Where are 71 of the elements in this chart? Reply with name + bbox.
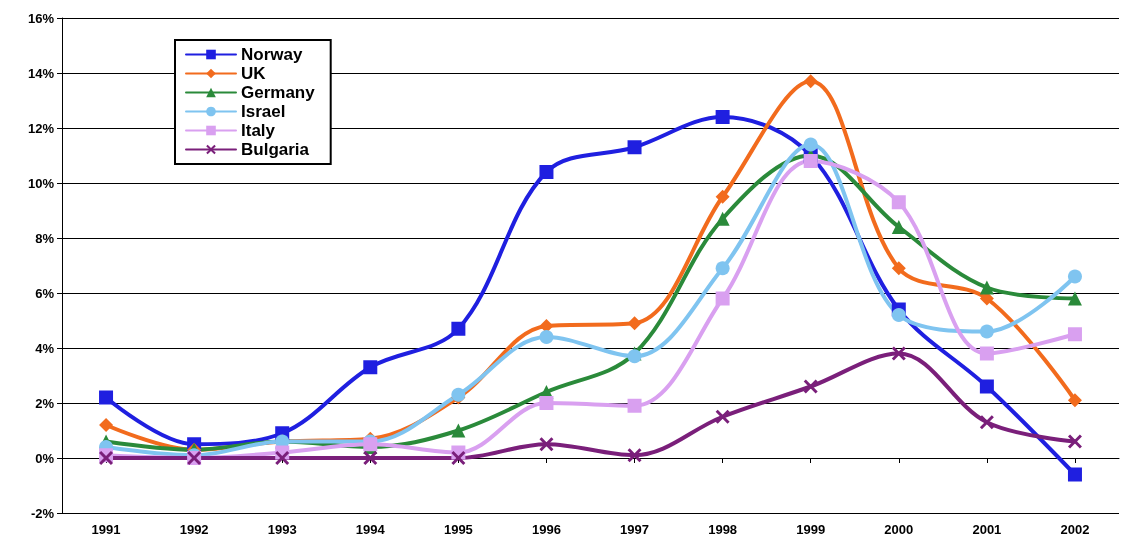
point [539,319,554,333]
point [1067,269,1082,284]
point [539,330,554,344]
y-tick-label: -2% [30,505,55,521]
y-tick-label: 6% [35,285,55,301]
point [627,398,642,413]
y-tick-label: 4% [35,340,55,356]
point [803,154,818,168]
y-tick-label: 10% [27,175,55,191]
point [891,195,906,210]
point [803,74,818,89]
point [715,189,730,204]
x-tick-label: 1993 [267,522,297,536]
x-tick-label: 1994 [355,522,386,536]
x-tick-label: 1995 [443,522,473,536]
point [891,346,906,361]
legend-label: Bulgaria [241,140,310,159]
point [451,321,466,336]
point [891,261,906,276]
point [539,396,554,410]
point [979,346,994,361]
point [363,451,378,465]
point [715,261,730,276]
point [1067,434,1082,449]
point [451,451,466,465]
point [275,451,290,465]
y-tick-label: 0% [35,450,55,466]
point [627,316,642,331]
point [99,390,114,405]
point [363,360,378,375]
point [99,418,114,432]
x-tick-label: 2001 [972,522,1002,536]
point [1067,393,1082,408]
point [979,324,994,339]
point [979,280,994,295]
point [451,423,466,438]
x-tick-label: 2002 [1060,522,1090,536]
point [715,211,730,226]
x-tick-label: 1992 [179,522,209,536]
y-tick-label: 16% [27,10,55,26]
point [891,220,906,234]
point [715,409,730,424]
x-tick-label: 1997 [620,522,649,536]
y-tick-label: 8% [35,230,55,246]
y-tick-label: 12% [27,120,55,136]
point [979,379,994,394]
point [715,110,730,124]
legend-label: Norway [241,45,303,64]
point [627,448,642,463]
legend-label: Germany [241,83,316,102]
legend-label: Italy [241,121,276,140]
point [627,140,642,155]
point [891,308,906,322]
point [1067,467,1082,482]
point [539,165,554,179]
point [1067,327,1082,342]
legend-label: Israel [241,102,286,121]
x-tick-label: 1999 [796,522,826,536]
y-tick-label: 2% [35,395,55,411]
x-tick-label: 1998 [708,522,738,536]
point [1067,291,1082,306]
point [539,437,554,452]
legend-label: UK [241,64,267,83]
x-tick-label: 2000 [884,522,914,536]
point [979,415,994,430]
x-tick-label: 1996 [532,522,561,536]
point [803,137,818,152]
y-tick-label: 14% [27,65,55,81]
point [715,291,730,306]
point [803,379,818,394]
x-tick-label: 1991 [91,522,121,536]
